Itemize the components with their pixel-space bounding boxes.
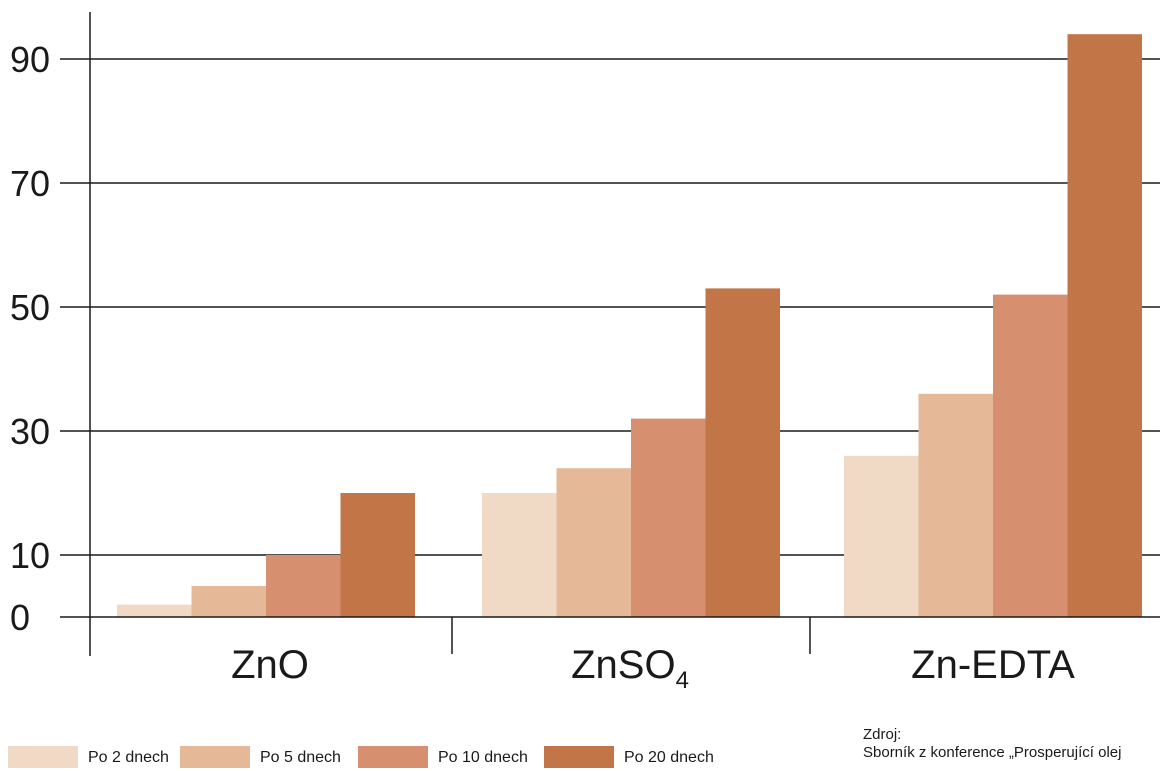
bar bbox=[191, 586, 266, 617]
legend-label: Po 2 dnech bbox=[88, 749, 169, 766]
bar bbox=[117, 604, 192, 617]
legend-swatch bbox=[544, 746, 614, 768]
bar bbox=[266, 555, 341, 617]
bar bbox=[705, 288, 780, 617]
axes bbox=[60, 12, 1160, 656]
bar bbox=[993, 294, 1068, 617]
y-tick-label: 30 bbox=[10, 411, 50, 452]
legend-label: Po 5 dnech bbox=[260, 749, 341, 766]
legend-label: Po 10 dnech bbox=[438, 749, 528, 766]
bar bbox=[1067, 34, 1142, 617]
bar bbox=[918, 393, 993, 617]
y-tick-label: 50 bbox=[10, 287, 50, 328]
y-tick-label: 10 bbox=[10, 535, 50, 576]
bar bbox=[556, 468, 631, 617]
bar bbox=[844, 455, 919, 617]
bar bbox=[340, 493, 415, 617]
category-labels: ZnO ZnSO4 Zn-EDTA bbox=[231, 643, 1075, 694]
legend-swatch bbox=[358, 746, 428, 768]
source-note: Zdroj: Sborník z konference „Prosperujíc… bbox=[863, 726, 1160, 771]
bar-chart: 0 10 30 50 70 90 ZnO ZnSO4 Zn-EDTA bbox=[10, 12, 1160, 694]
bars bbox=[117, 34, 1142, 617]
y-tick-label: 90 bbox=[10, 39, 50, 80]
bar bbox=[482, 493, 557, 617]
y-tick-label: 70 bbox=[10, 163, 50, 204]
legend-swatch bbox=[180, 746, 250, 768]
category-label: ZnO bbox=[231, 643, 309, 687]
y-tick-labels: 0 10 30 50 70 90 bbox=[10, 39, 50, 638]
source-text: Sborník z konference „Prosperující olej bbox=[863, 744, 1122, 761]
category-label: Zn-EDTA bbox=[911, 643, 1075, 687]
bar bbox=[631, 418, 706, 617]
source-heading: Zdroj: bbox=[863, 726, 902, 743]
legend-swatch bbox=[8, 746, 78, 768]
legend-label: Po 20 dnech bbox=[624, 749, 714, 766]
legend: Po 2 dnech Po 5 dnech Po 10 dnech Po 20 … bbox=[8, 746, 768, 771]
y-tick-label: 0 bbox=[10, 597, 30, 638]
category-label: ZnSO4 bbox=[571, 643, 689, 694]
